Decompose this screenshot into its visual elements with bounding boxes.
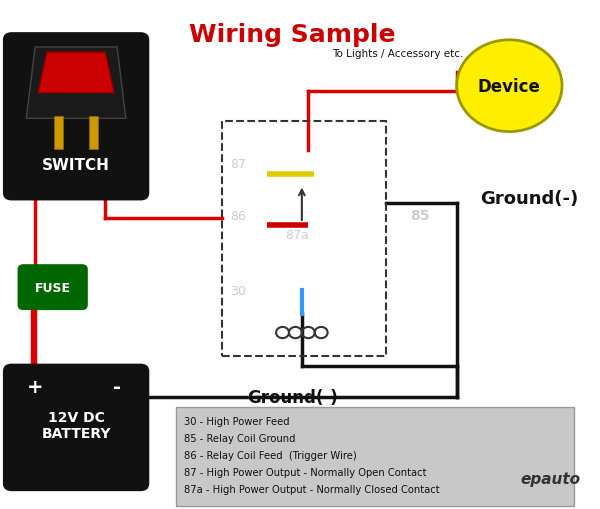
Bar — [54, 117, 63, 150]
Text: -: - — [113, 377, 121, 397]
FancyBboxPatch shape — [17, 265, 88, 310]
Text: Device: Device — [478, 77, 541, 96]
Text: 87a: 87a — [285, 228, 308, 241]
Text: 85: 85 — [410, 209, 430, 223]
Text: 87a - High Power Output - Normally Closed Contact: 87a - High Power Output - Normally Close… — [184, 484, 440, 494]
Text: 86: 86 — [230, 209, 246, 222]
Polygon shape — [26, 48, 126, 119]
Text: 87: 87 — [230, 158, 246, 171]
Circle shape — [457, 41, 562, 132]
Text: +: + — [27, 377, 43, 397]
Text: SWITCH: SWITCH — [42, 158, 110, 173]
Text: Ground(-): Ground(-) — [480, 189, 578, 208]
Polygon shape — [38, 53, 114, 94]
Text: 85 - Relay Coil Ground: 85 - Relay Coil Ground — [184, 433, 296, 443]
Bar — [89, 117, 98, 150]
Text: Ground(-): Ground(-) — [247, 388, 338, 406]
Text: 87 - High Power Output - Normally Open Contact: 87 - High Power Output - Normally Open C… — [184, 467, 427, 477]
FancyBboxPatch shape — [3, 364, 149, 491]
Text: 30: 30 — [230, 284, 246, 297]
Text: FUSE: FUSE — [35, 281, 71, 294]
Text: 12V DC
BATTERY: 12V DC BATTERY — [41, 410, 111, 440]
Text: Wiring Sample: Wiring Sample — [190, 23, 396, 47]
Text: 86 - Relay Coil Feed  (Trigger Wire): 86 - Relay Coil Feed (Trigger Wire) — [184, 450, 357, 460]
Text: 30 - High Power Feed: 30 - High Power Feed — [184, 416, 290, 427]
Text: To Lights / Accessory etc.: To Lights / Accessory etc. — [332, 48, 464, 59]
Text: epauto: epauto — [520, 471, 580, 486]
Bar — [223, 122, 386, 356]
FancyBboxPatch shape — [3, 33, 149, 201]
Bar — [176, 407, 574, 506]
